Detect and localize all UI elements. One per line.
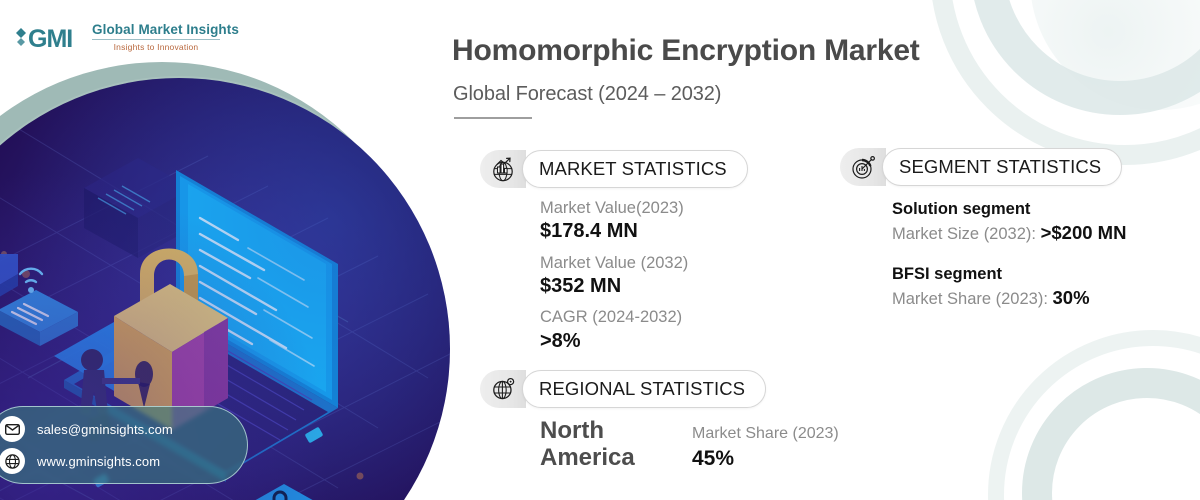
segment-metric-value-0: >$200 MN <box>1040 222 1127 244</box>
market-stat-value-1: $352 MN <box>540 274 622 297</box>
region-share-label: Market Share (2023) <box>692 425 839 442</box>
globe-pin-icon <box>480 370 526 408</box>
envelope-icon <box>0 416 25 442</box>
market-stat-label-2: CAGR (2024-2032) <box>540 308 683 327</box>
svg-text:GMI: GMI <box>28 25 72 52</box>
gmi-logo-icon: GMI <box>14 22 84 52</box>
market-statistics-list: Market Value(2023) $178.4 MN Market Valu… <box>540 198 688 354</box>
illustration: GMI Global Market Insights Insights to I… <box>0 0 470 500</box>
globe-bar-chart-icon <box>480 150 526 188</box>
badge-market-statistics-label: MARKET STATISTICS <box>522 150 748 188</box>
contact-website-text: www.gminsights.com <box>37 453 161 469</box>
page-subtitle: Global Forecast (2024 – 2032) <box>453 83 722 105</box>
regional-statistics-block: North America Market Share (2023) 45% <box>540 417 839 472</box>
globe-icon <box>0 448 25 474</box>
page-title: Homomorphic Encryption Market <box>452 34 920 67</box>
segment-block-1: BFSI segment Market Share (2023): 30% <box>892 263 1126 312</box>
donut-chart-target-icon <box>840 148 886 186</box>
market-stat-label-0: Market Value(2023) <box>540 199 684 217</box>
segment-block-0: Solution segment Market Size (2032): >$2… <box>892 198 1126 247</box>
segment-statistics-list: Solution segment Market Size (2032): >$2… <box>892 198 1126 312</box>
region-name: North America <box>540 417 635 471</box>
segment-metric-value-1: 30% <box>1052 287 1090 309</box>
segment-heading-1: BFSI segment <box>892 265 1003 284</box>
brand-tagline: Insights to Innovation <box>113 42 199 52</box>
brand-name: Global Market Insights <box>92 21 239 37</box>
badge-segment-statistics[interactable]: SEGMENT STATISTICS <box>840 148 1123 186</box>
market-stat-value-0: $178.4 MN <box>540 220 638 243</box>
segment-heading-0: Solution segment <box>892 200 1031 218</box>
contact-pill: sales@gminsights.com www.gminsights.com <box>0 406 248 484</box>
segment-metric-1: Market Share (2023): 30% <box>892 285 1126 312</box>
badge-segment-statistics-label: SEGMENT STATISTICS <box>882 148 1123 186</box>
region-share-value: 45% <box>692 446 735 470</box>
market-stat-label-1: Market Value (2032) <box>540 253 689 272</box>
market-stat-value-2: >8% <box>540 329 581 352</box>
logo-divider <box>92 39 220 40</box>
segment-metric-label-1: Market Share (2023): <box>892 290 1053 309</box>
content-area: Homomorphic Encryption Market Global For… <box>452 0 1200 500</box>
title-divider <box>454 117 532 119</box>
region-share: Market Share (2023) 45% <box>692 418 839 472</box>
brand-logo[interactable]: GMI Global Market Insights Insights to I… <box>14 22 239 52</box>
badge-regional-statistics-label: REGIONAL STATISTICS <box>522 370 767 408</box>
badge-market-statistics[interactable]: MARKET STATISTICS <box>480 150 748 188</box>
segment-metric-0: Market Size (2032): >$200 MN <box>892 220 1126 247</box>
contact-email-text: sales@gminsights.com <box>37 421 173 437</box>
segment-metric-label-0: Market Size (2032): <box>892 225 1041 244</box>
badge-regional-statistics[interactable]: REGIONAL STATISTICS <box>480 370 767 408</box>
contact-email-row[interactable]: sales@gminsights.com <box>0 416 235 442</box>
contact-website-row[interactable]: www.gminsights.com <box>0 448 235 474</box>
